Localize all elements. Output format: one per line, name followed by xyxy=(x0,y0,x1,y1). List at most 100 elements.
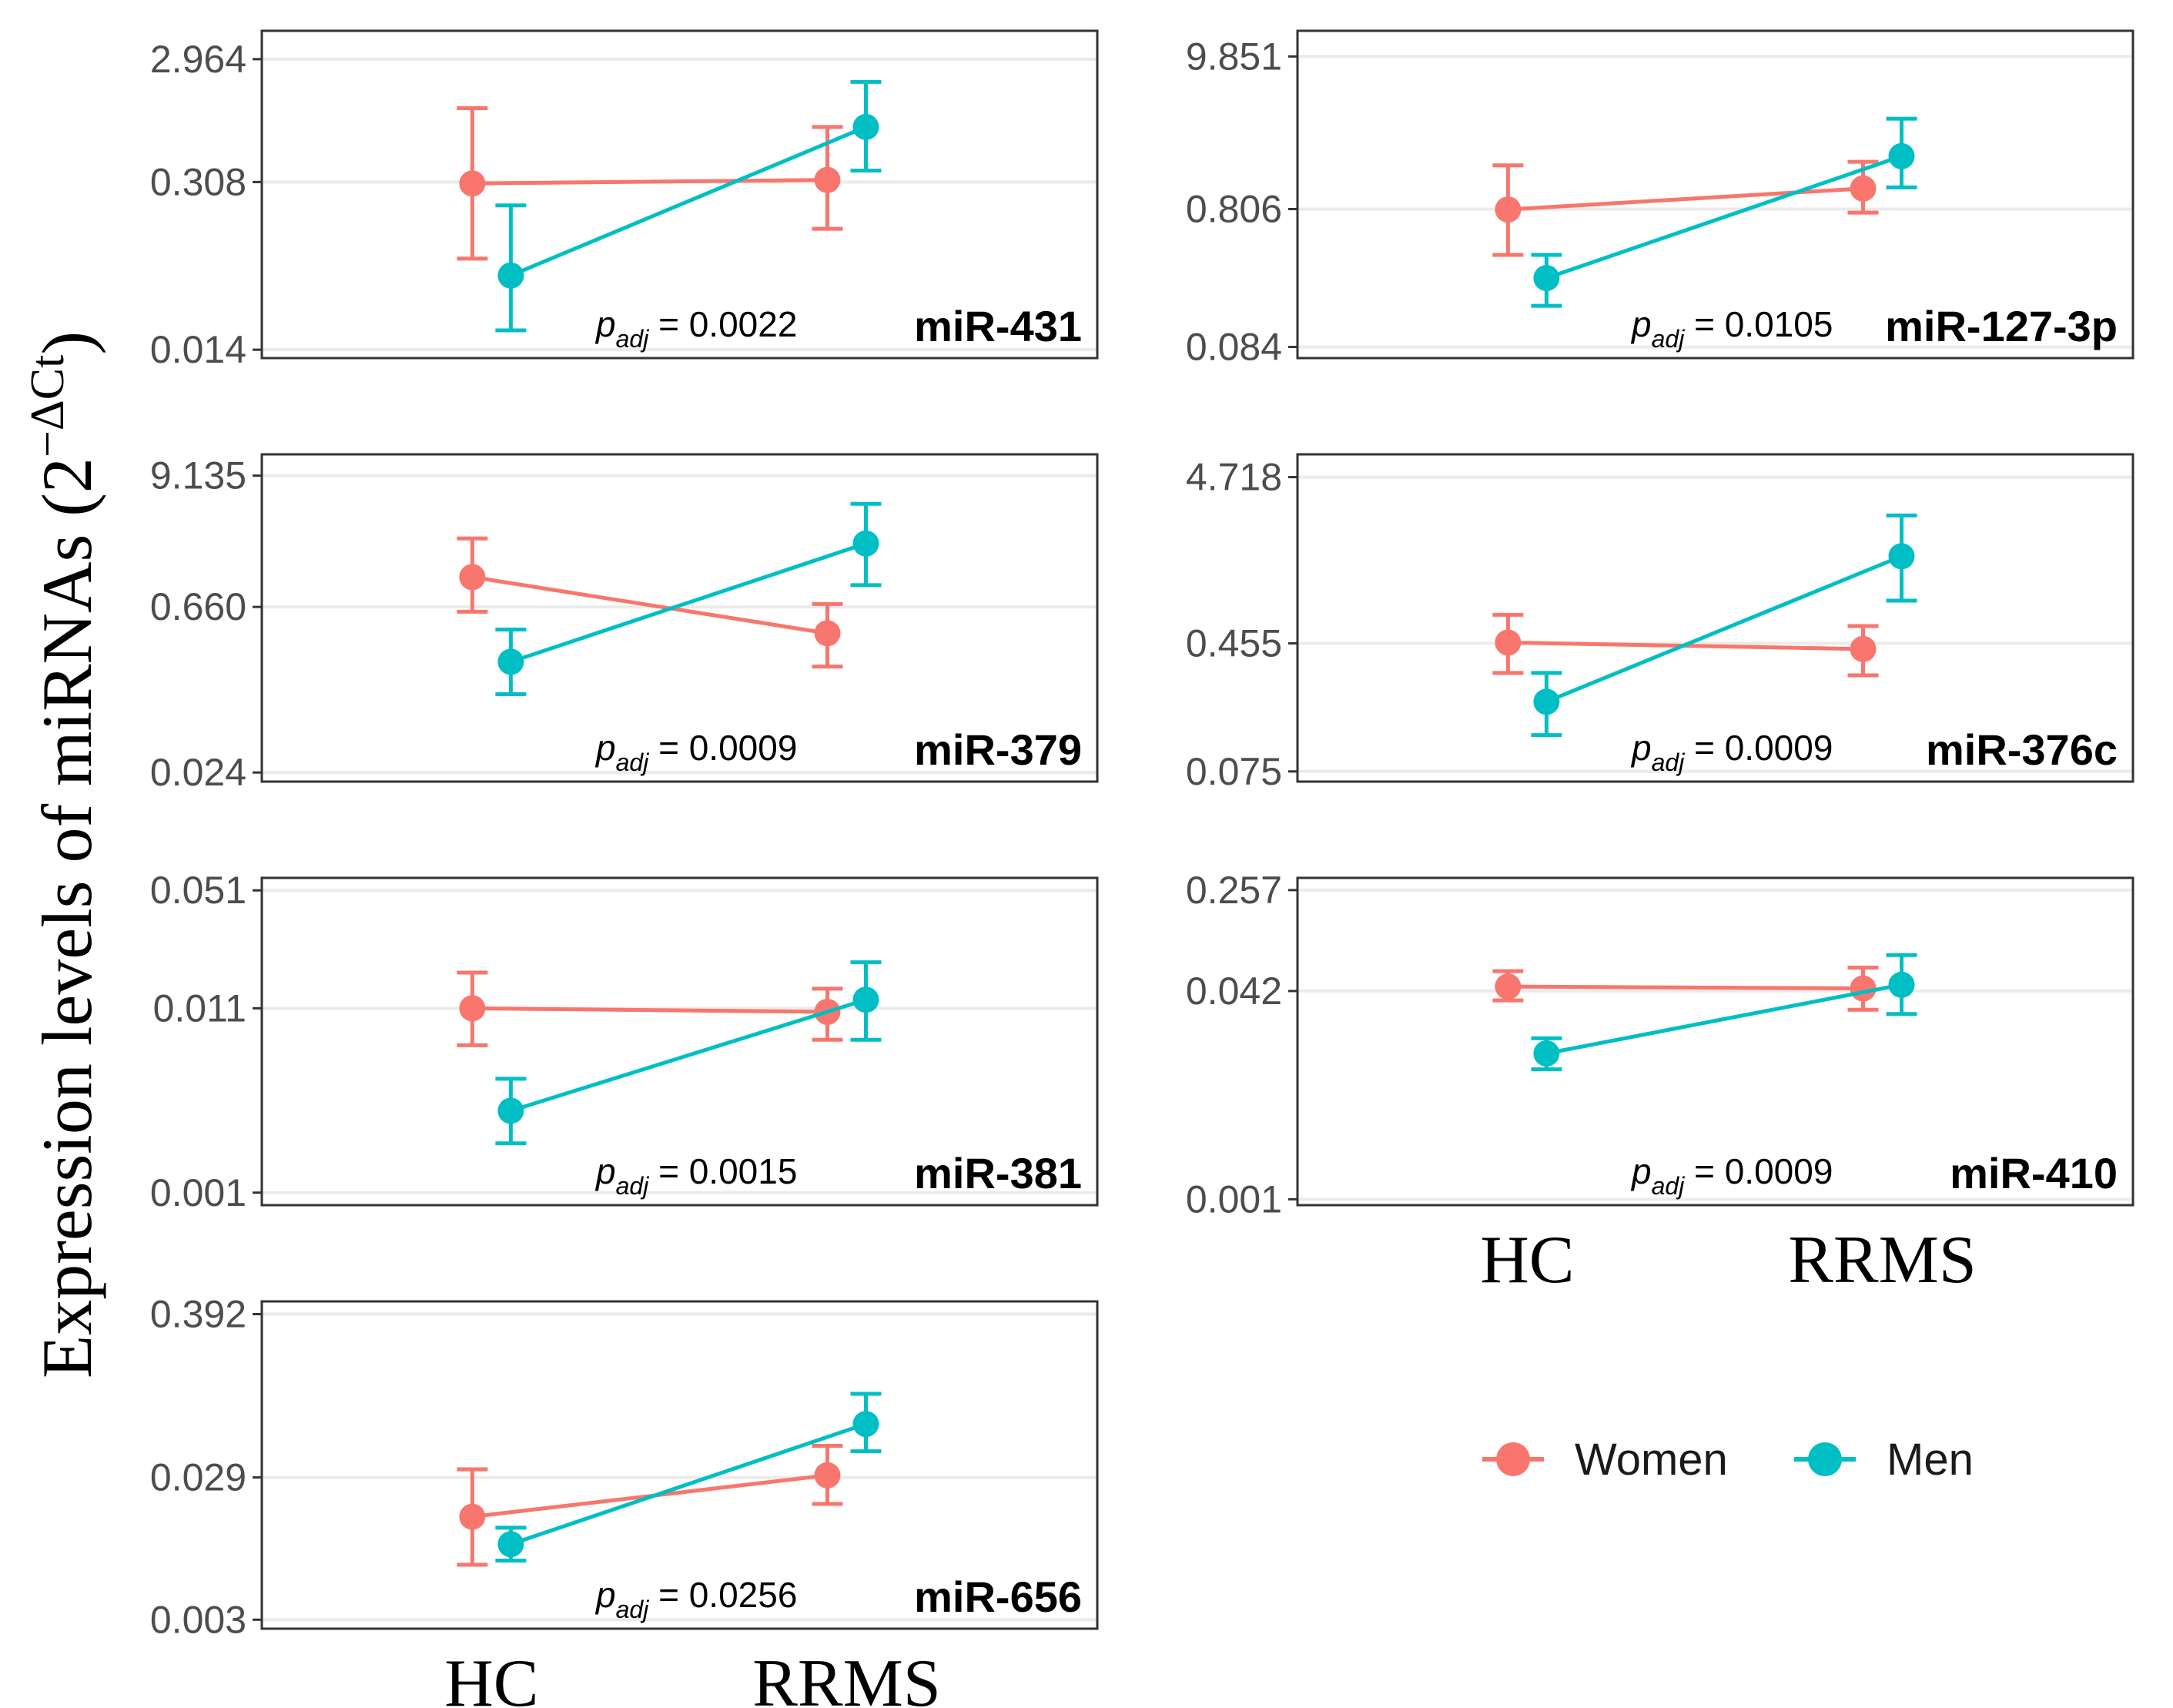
y-tick-label: 0.003 xyxy=(150,1598,246,1641)
y-tick-label: 0.308 xyxy=(150,160,246,203)
y-tick-label: 0.042 xyxy=(1186,970,1282,1013)
women-point-rrms xyxy=(1850,975,1877,1002)
panel-mir-656: 0.392 0.029 0.003 padj = 0.0256 miR-656 HC RRM… xyxy=(150,1292,1099,1708)
p-value-symbol: p xyxy=(1630,728,1652,768)
women-point-rrms xyxy=(814,1462,841,1489)
y-axis-title: Expression levels of miRNAs (2−ΔCt) xyxy=(22,331,106,1378)
x-category-label-rrms: RRMS xyxy=(1788,1223,1977,1298)
women-point-rrms xyxy=(814,166,841,193)
men-point-rrms xyxy=(852,113,879,140)
panel-border xyxy=(1296,453,2134,783)
y-tick-label: 0.392 xyxy=(150,1292,246,1335)
gene-label: miR-376c xyxy=(1926,725,2118,774)
panel-border xyxy=(1296,29,2134,360)
p-value-number: = 0.0015 xyxy=(648,1151,797,1191)
p-value-label: padj = 0.0009 xyxy=(594,728,797,776)
y-tick-label: 0.806 xyxy=(1186,188,1282,231)
women-series-line xyxy=(1508,186,1863,212)
women-point-hc xyxy=(1495,973,1522,1000)
men-point-hc xyxy=(1533,1040,1560,1067)
men-point-rrms xyxy=(852,986,879,1013)
panel-background xyxy=(1297,31,2133,358)
p-value-symbol: p xyxy=(594,1575,616,1615)
p-value-subscript: adj xyxy=(616,1596,650,1623)
panel-border xyxy=(260,29,1099,360)
p-value-number: = 0.0009 xyxy=(648,728,797,768)
men-series-line xyxy=(1545,554,1903,704)
women-series-line xyxy=(471,574,828,635)
gene-label: miR-410 xyxy=(1950,1149,2118,1197)
p-value-symbol: p xyxy=(1630,1151,1652,1191)
panel-border xyxy=(260,876,1099,1207)
women-point-hc xyxy=(459,564,486,591)
p-value-subscript: adj xyxy=(1652,325,1686,353)
men-point-rrms xyxy=(1888,543,1915,570)
panel-border xyxy=(260,453,1099,783)
men-series-line xyxy=(1545,154,1903,280)
p-value-label: padj = 0.0105 xyxy=(1630,304,1833,353)
men-series-line xyxy=(1545,983,1902,1056)
men-point-hc xyxy=(497,262,524,289)
men-point-rrms xyxy=(1888,971,1915,998)
men-point-hc xyxy=(497,1097,524,1124)
y-tick-label: 0.014 xyxy=(150,328,246,371)
panel-background xyxy=(1297,878,2133,1205)
x-category-label-hc: HC xyxy=(1480,1223,1574,1298)
y-tick-label: 0.660 xyxy=(150,585,246,628)
x-category-label-rrms: RRMS xyxy=(752,1646,941,1708)
p-value-subscript: adj xyxy=(1652,1172,1686,1200)
p-value-subscript: adj xyxy=(616,749,650,776)
y-tick-label: 2.964 xyxy=(150,38,246,81)
panel-mir-127-3p: 9.851 0.806 0.084 padj = 0.0105 miR-127-3p xyxy=(1186,29,2134,369)
gene-label: miR-431 xyxy=(914,302,1082,350)
gene-label: miR-381 xyxy=(914,1149,1082,1197)
y-tick-label: 0.075 xyxy=(1186,750,1282,793)
p-value-label: padj = 0.0009 xyxy=(1630,1151,1833,1200)
panel-mir-379: 9.135 0.660 0.024 padj = 0.0009 miR-379 xyxy=(150,453,1099,794)
men-point-hc xyxy=(497,648,524,675)
y-tick-label: 0.001 xyxy=(150,1171,246,1214)
y-tick-label: 0.029 xyxy=(150,1456,246,1499)
gene-label: miR-127-3p xyxy=(1885,302,2118,350)
p-value-label: padj = 0.0022 xyxy=(594,304,797,353)
women-point-hc xyxy=(1495,629,1522,656)
panel-mir-381: 0.051 0.011 0.001 padj = 0.0015 miR-381 xyxy=(150,869,1099,1214)
p-value-number: = 0.0022 xyxy=(648,304,797,344)
y-tick-label: 0.001 xyxy=(1186,1177,1282,1221)
panel-background xyxy=(262,31,1097,358)
p-value-number: = 0.0105 xyxy=(1684,304,1833,344)
men-series-line xyxy=(510,997,867,1113)
men-point-rrms xyxy=(852,530,879,557)
women-point-hc xyxy=(459,995,486,1022)
x-category-label-hc: HC xyxy=(444,1646,538,1708)
panel-background xyxy=(1297,454,2133,782)
legend-women-marker xyxy=(1496,1442,1530,1476)
p-value-symbol: p xyxy=(594,304,616,344)
y-tick-label: 9.135 xyxy=(150,454,246,497)
legend: Women Men xyxy=(1482,1435,1974,1485)
y-tick-label: 4.718 xyxy=(1186,456,1282,499)
p-value-subscript: adj xyxy=(616,325,650,353)
women-point-hc xyxy=(1495,196,1522,223)
p-value-number: = 0.0256 xyxy=(648,1575,797,1615)
y-tick-label: 0.084 xyxy=(1186,326,1282,369)
p-value-number: = 0.0009 xyxy=(1684,728,1833,768)
legend-men-label: Men xyxy=(1887,1435,1974,1485)
legend-men-marker xyxy=(1808,1442,1842,1476)
gene-label: miR-656 xyxy=(914,1572,1082,1621)
women-series-line xyxy=(472,1006,828,1014)
p-value-subscript: adj xyxy=(1652,749,1686,776)
y-tick-label: 0.011 xyxy=(153,986,246,1030)
legend-women-label: Women xyxy=(1575,1435,1728,1485)
men-series-line xyxy=(510,125,867,278)
women-series-line xyxy=(1508,984,1863,991)
y-tick-label: 0.257 xyxy=(1186,869,1282,912)
p-value-label: padj = 0.0009 xyxy=(1630,728,1833,776)
panel-mir-431: 2.964 0.308 0.014 padj = 0.0022 miR-431 xyxy=(150,29,1099,371)
men-point-hc xyxy=(1533,265,1560,292)
p-value-label: padj = 0.0256 xyxy=(594,1575,797,1623)
p-value-symbol: p xyxy=(1630,304,1652,344)
men-point-rrms xyxy=(852,1411,879,1438)
panel-border xyxy=(260,1300,1099,1630)
